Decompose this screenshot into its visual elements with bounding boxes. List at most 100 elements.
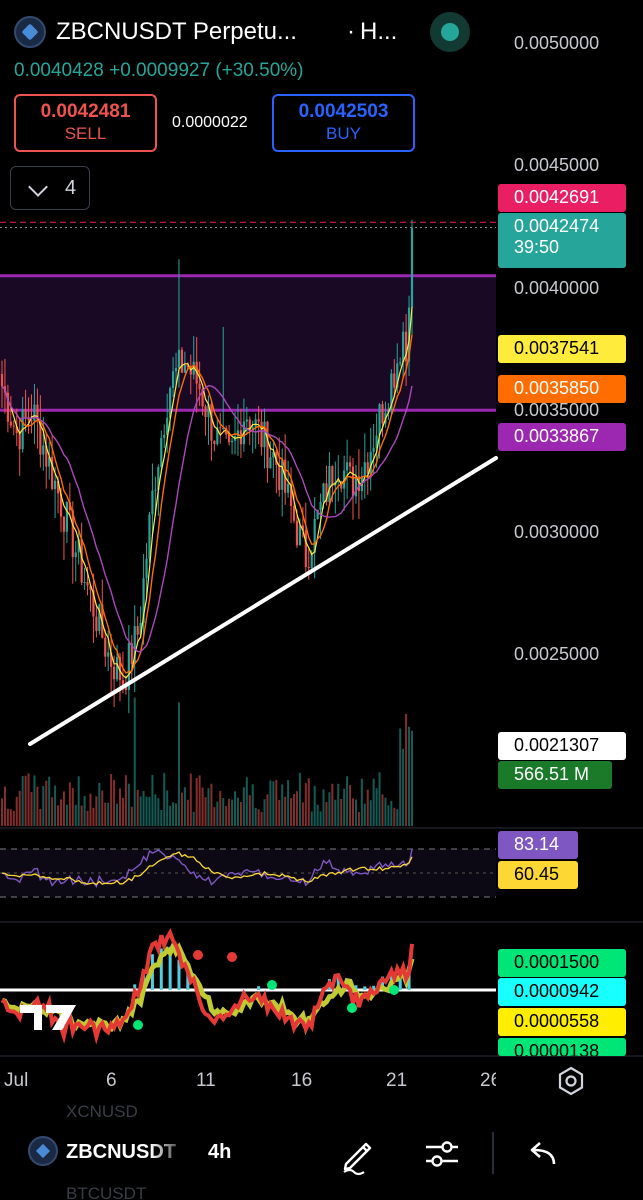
buy-button[interactable]: 0.0042503 BUY (272, 94, 415, 152)
volume-bar (269, 780, 272, 826)
volume-bar (352, 798, 355, 826)
osc-hist-bar (257, 986, 261, 990)
volume-bar (275, 780, 278, 826)
drawing-pen-icon[interactable] (336, 1132, 380, 1176)
volume-bar (287, 780, 290, 826)
volume-bar (6, 808, 9, 826)
candle-body (180, 349, 184, 373)
osc-hist-bar (363, 986, 367, 990)
candle-body (278, 464, 281, 490)
volume-bar (219, 790, 222, 826)
volume-bar (18, 790, 21, 826)
volume-bar (48, 776, 51, 826)
volume-bar (104, 802, 107, 826)
market-status-icon[interactable] (430, 12, 470, 52)
volume-bar (322, 789, 325, 826)
candle-body (33, 404, 36, 422)
price-change-line: 0.0040428 +0.0009927 (+30.50%) (14, 60, 304, 82)
volume-bar (86, 810, 89, 826)
sell-label: SELL (64, 124, 107, 143)
volume-bar (257, 809, 260, 826)
volume-bar (116, 803, 119, 826)
volume-bar (33, 775, 36, 826)
candle-body (53, 480, 57, 489)
time-tick: 11 (196, 1070, 216, 1091)
indicators-toggle-button[interactable]: 4 (10, 166, 90, 210)
volume-bar (331, 783, 334, 826)
candle-body (163, 434, 166, 438)
sell-button[interactable]: 0.0042481 SELL (14, 94, 157, 152)
candle-body (230, 440, 234, 443)
candle-body (6, 392, 9, 422)
candle-body (136, 626, 139, 635)
candle-body (346, 462, 349, 471)
volume-bar (316, 804, 319, 826)
candle-body (92, 589, 95, 617)
volume-bar (27, 773, 30, 826)
volume-bar (3, 786, 6, 826)
settings-gear-icon[interactable] (556, 1066, 586, 1096)
volume-bar (198, 775, 201, 826)
candle-body (236, 430, 240, 437)
volume-bar (186, 799, 189, 826)
candle-body (269, 457, 272, 469)
candle-body (337, 481, 340, 483)
candle-body (396, 363, 399, 388)
candle-body (198, 383, 201, 390)
price-chart[interactable] (0, 0, 643, 1100)
volume-bar (260, 811, 263, 826)
osc-label-green: 0.0001500 (498, 949, 626, 977)
candle-body (186, 365, 189, 368)
volume-bar (21, 776, 24, 826)
volume-bar (62, 791, 65, 826)
symbol-fade (150, 1134, 190, 1170)
indicator-settings-icon[interactable] (420, 1132, 464, 1176)
candle-body (210, 404, 213, 441)
candle-body (325, 483, 328, 502)
symbol-list-prev[interactable]: XCNUSD (66, 1102, 138, 1121)
osc-hist-bar (398, 973, 402, 990)
volume-bar (307, 778, 310, 826)
buy-label: BUY (326, 124, 361, 143)
candle-body (263, 421, 266, 448)
volume-bar (160, 809, 163, 826)
undo-icon[interactable] (520, 1132, 564, 1176)
candle-body (248, 419, 251, 431)
ma-label-orange: 0.0035850 (498, 375, 626, 403)
volume-bar (357, 811, 360, 826)
chart-title[interactable]: ZBCNUSDT Perpetu... (56, 18, 297, 45)
candle-body (74, 552, 77, 558)
volume-bar (89, 793, 92, 826)
volume-bar (39, 808, 42, 826)
volume-bar (177, 702, 180, 826)
volume-bar (12, 810, 15, 826)
osc-hist-bar (381, 976, 385, 990)
candle-body (0, 373, 4, 387)
candle-body (378, 404, 381, 436)
candle-body (216, 427, 219, 445)
symbol-list-next[interactable]: BTCUSDT (66, 1184, 147, 1200)
candle-body (45, 445, 48, 467)
candle-body (42, 445, 45, 455)
volume-bar (189, 773, 192, 826)
volume-bar (266, 794, 269, 826)
volume-bar (169, 805, 172, 826)
exchange-label[interactable]: H... (360, 18, 398, 45)
volume-bar (110, 774, 113, 826)
volume-bar (239, 801, 242, 826)
volume-bar (9, 809, 12, 826)
volume-bar (366, 789, 369, 826)
rsi-ma-line (1, 851, 413, 886)
volume-bar (124, 775, 127, 826)
volume-bar (107, 802, 110, 826)
volume-bar (118, 788, 121, 826)
candle-body (204, 406, 207, 418)
volume-bar (363, 803, 366, 826)
osc-cross-marker (347, 1003, 357, 1013)
interval-selector[interactable]: 4h (208, 1141, 232, 1163)
candle-body (287, 483, 290, 493)
volume-bar (92, 807, 95, 826)
volume-label: 566.51 M (498, 761, 612, 789)
volume-bar (130, 806, 133, 826)
symbol-selector[interactable]: ZBCNUSDT (66, 1141, 176, 1163)
